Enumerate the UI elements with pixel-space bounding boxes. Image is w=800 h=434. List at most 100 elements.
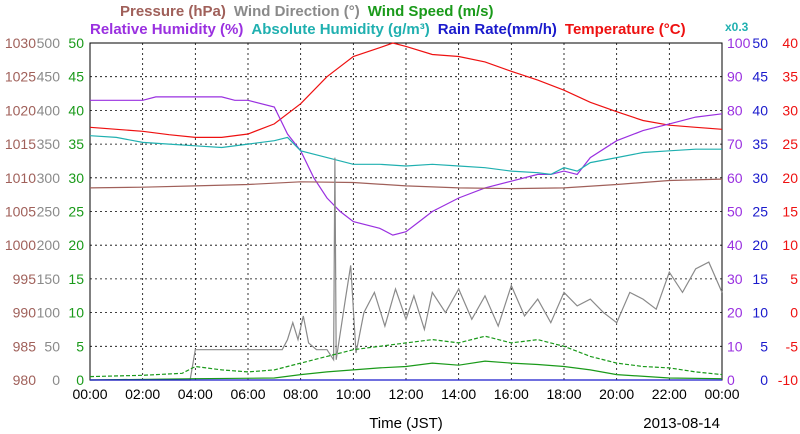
tick-label-temperature: -10: [778, 372, 798, 388]
tick-label-wind-direction: 50: [44, 338, 60, 354]
tick-label-temperature: -5: [786, 338, 799, 354]
legend-row-1: Pressure (hPa) Wind Direction (°) Wind Spe…: [120, 3, 493, 20]
x-tick-label: 22:00: [652, 386, 687, 402]
tick-label-wind-speed: 15: [68, 271, 84, 287]
tick-label-wind-speed: 25: [68, 204, 84, 220]
tick-label-temperature: 35: [782, 69, 798, 85]
tick-label-wind-direction: 300: [37, 170, 61, 186]
tick-label-wind-speed: 45: [68, 69, 84, 85]
tick-label-pressure: 990: [13, 305, 37, 321]
series-wind-direction: [90, 157, 723, 381]
x-tick-label: 10:00: [336, 386, 371, 402]
legend-row-2: Relative Humidity (%) Absolute Humidity (…: [90, 21, 686, 38]
tick-label-rain-rate: 5: [760, 338, 768, 354]
legend-entry: Relative Humidity (%): [90, 21, 243, 38]
x-axis-label: Time (JST): [369, 415, 443, 432]
tick-label-wind-direction: 150: [37, 271, 61, 287]
absolute-humidity-scale-note: x0.3: [725, 20, 749, 34]
tick-label-wind-speed: 30: [68, 170, 84, 186]
tick-label-wind-speed: 5: [76, 338, 84, 354]
legend-entry: Wind Direction (°): [234, 3, 360, 20]
tick-label-temperature: 5: [790, 271, 798, 287]
legend-entry: Wind Speed (m/s): [368, 3, 494, 20]
tick-label-humidity: 60: [727, 170, 743, 186]
tick-label-rain-rate: 35: [752, 136, 768, 152]
x-tick-label: 20:00: [599, 386, 634, 402]
x-tick-label: 00:00: [704, 386, 739, 402]
tick-label-temperature: 25: [782, 136, 798, 152]
legend-entry: Temperature (°C): [565, 21, 686, 38]
tick-label-wind-speed: 0: [76, 372, 84, 388]
x-tick-label: 18:00: [546, 386, 581, 402]
tick-label-humidity: 100: [727, 35, 751, 51]
tick-label-pressure: 1000: [5, 237, 36, 253]
x-tick-label: 16:00: [494, 386, 529, 402]
tick-label-wind-direction: 0: [52, 372, 60, 388]
tick-label-pressure: 980: [13, 372, 37, 388]
tick-label-temperature: 40: [782, 35, 798, 51]
series-layer: [89, 42, 723, 381]
tick-label-wind-speed: 20: [68, 237, 84, 253]
tick-label-temperature: 0: [790, 305, 798, 321]
x-tick-label: 06:00: [230, 386, 265, 402]
x-tick-label: 00:00: [72, 386, 107, 402]
axes-layer: 9809859909951000100510101015102010251030…: [5, 35, 798, 402]
legend-entry: Pressure (hPa): [120, 3, 226, 20]
tick-label-rain-rate: 25: [752, 204, 768, 220]
tick-label-wind-direction: 500: [37, 35, 61, 51]
tick-label-pressure: 1010: [5, 170, 36, 186]
tick-label-wind-speed: 40: [68, 102, 84, 118]
legend-entry: Rain Rate(mm/h): [438, 21, 557, 38]
x-tick-label: 02:00: [125, 386, 160, 402]
legend-entry: Absolute Humidity (g/m³): [251, 21, 429, 38]
tick-label-pressure: 1015: [5, 136, 36, 152]
tick-label-rain-rate: 10: [752, 305, 768, 321]
tick-label-rain-rate: 20: [752, 237, 768, 253]
tick-label-humidity: 50: [727, 204, 743, 220]
x-tick-label: 08:00: [283, 386, 318, 402]
x-tick-label: 04:00: [178, 386, 213, 402]
plot-grid: [90, 43, 722, 380]
x-tick-label: 14:00: [441, 386, 476, 402]
series-temperature-c: [89, 42, 723, 138]
tick-label-rain-rate: 15: [752, 271, 768, 287]
tick-label-wind-direction: 100: [37, 305, 61, 321]
tick-label-pressure: 995: [13, 271, 37, 287]
tick-label-wind-direction: 450: [37, 69, 61, 85]
tick-label-pressure: 1020: [5, 102, 36, 118]
tick-label-humidity: 40: [727, 237, 743, 253]
tick-label-rain-rate: 40: [752, 102, 768, 118]
tick-label-rain-rate: 0: [760, 372, 768, 388]
tick-label-rain-rate: 45: [752, 69, 768, 85]
legend: Pressure (hPa) Wind Direction (°) Wind Spe…: [90, 3, 749, 38]
tick-label-humidity: 10: [727, 338, 743, 354]
tick-label-humidity: 80: [727, 102, 743, 118]
tick-label-rain-rate: 30: [752, 170, 768, 186]
tick-label-humidity: 70: [727, 136, 743, 152]
tick-label-wind-direction: 400: [37, 102, 61, 118]
tick-label-temperature: 20: [782, 170, 798, 186]
tick-label-humidity: 0: [727, 372, 735, 388]
tick-label-wind-speed: 10: [68, 305, 84, 321]
tick-label-temperature: 10: [782, 237, 798, 253]
date-label: 2013-08-14: [643, 415, 720, 432]
tick-label-wind-direction: 200: [37, 237, 61, 253]
tick-label-wind-direction: 350: [37, 136, 61, 152]
tick-label-pressure: 1030: [5, 35, 36, 51]
series-wind-speed-m-s: [89, 335, 723, 378]
tick-label-pressure: 1025: [5, 69, 36, 85]
x-tick-label: 12:00: [388, 386, 423, 402]
series-relative-humidity: [90, 96, 723, 236]
tick-label-humidity: 30: [727, 271, 743, 287]
tick-label-wind-direction: 250: [37, 204, 61, 220]
tick-label-humidity: 20: [727, 305, 743, 321]
series-pressure-hpa: [89, 178, 723, 190]
tick-label-temperature: 30: [782, 102, 798, 118]
tick-label-humidity: 90: [727, 69, 743, 85]
tick-label-pressure: 1005: [5, 204, 36, 220]
tick-label-pressure: 985: [13, 338, 37, 354]
tick-label-wind-speed: 50: [68, 35, 84, 51]
tick-label-temperature: 15: [782, 204, 798, 220]
tick-label-wind-speed: 35: [68, 136, 84, 152]
